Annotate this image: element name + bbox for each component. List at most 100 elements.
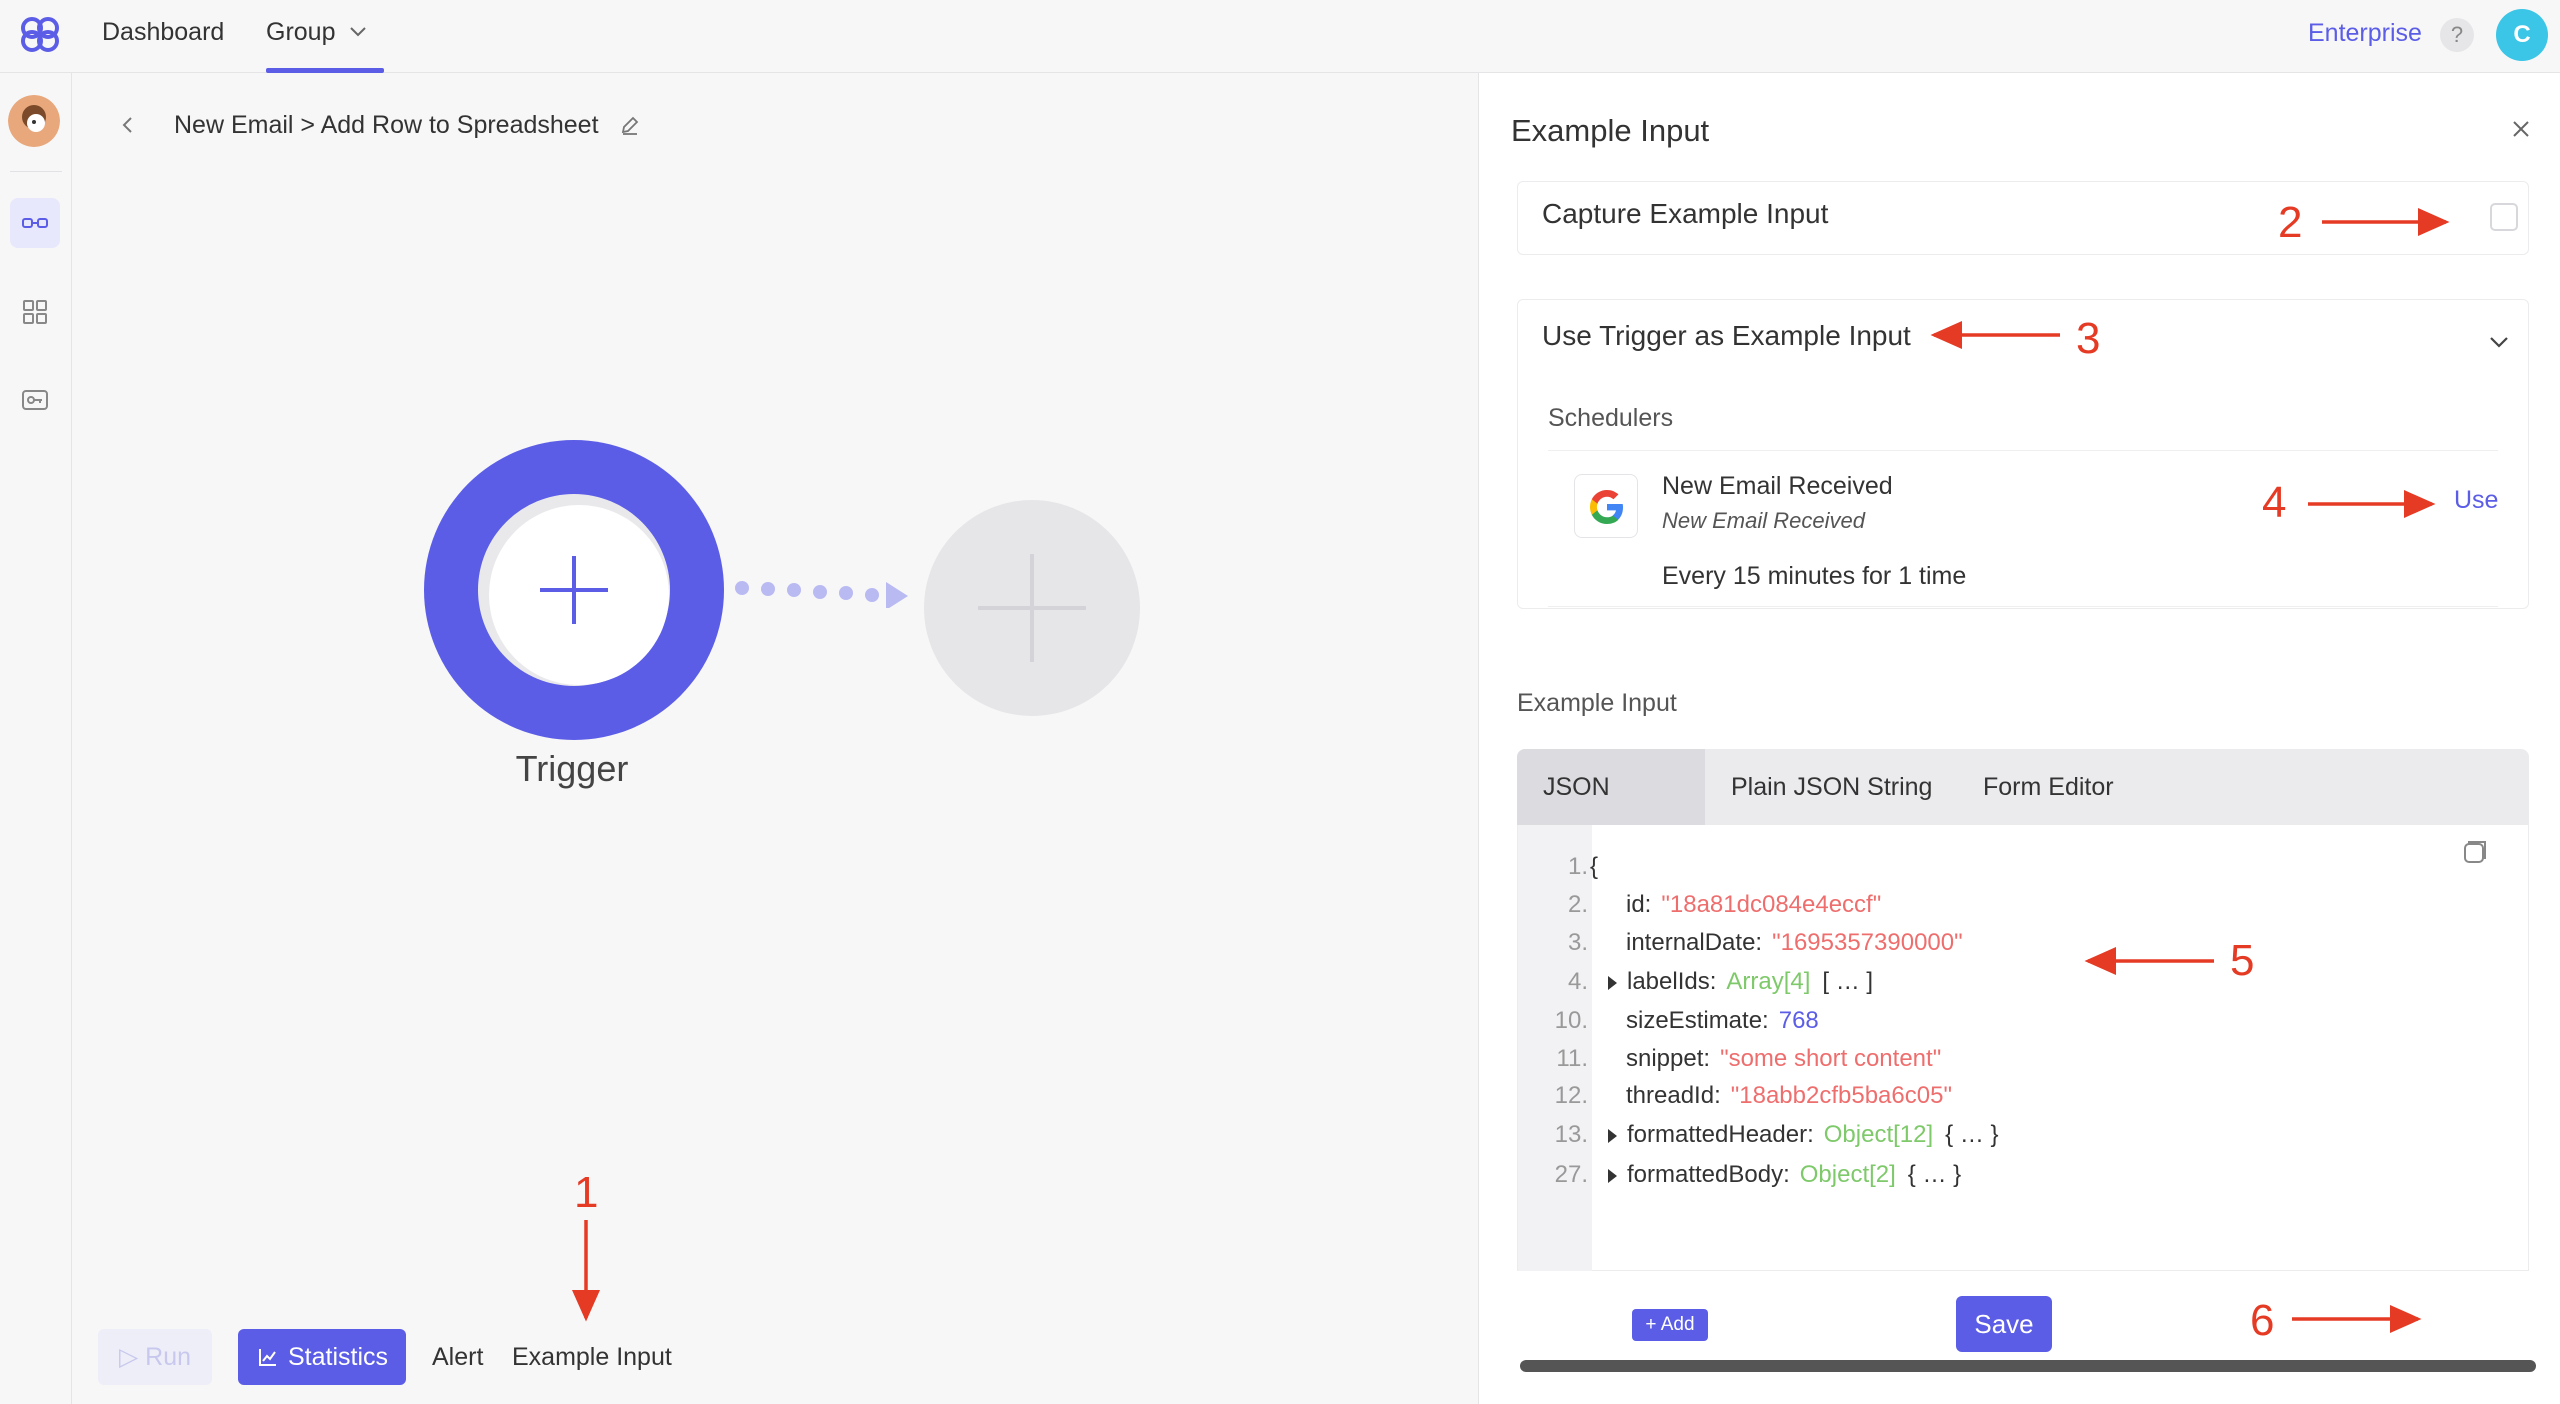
- json-editor[interactable]: 1.{2. id: "18a81dc084e4eccf" 3. internalDate…: [1517, 825, 2529, 1341]
- line-number: 4.: [1567, 968, 1588, 995]
- app-logo-icon[interactable]: [14, 14, 66, 54]
- json-key: internalDate:: [1626, 929, 1763, 956]
- horizontal-scrollbar[interactable]: [1520, 1360, 2536, 1372]
- line-number: 11.: [1556, 1045, 1588, 1072]
- tab-plain-json-string[interactable]: Plain JSON String: [1731, 773, 1933, 801]
- use-trigger-header[interactable]: Use Trigger as Example Input: [1542, 320, 1911, 351]
- json-key: snippet:: [1626, 1045, 1711, 1072]
- add-field-button[interactable]: + Add: [1632, 1309, 1708, 1341]
- capture-example-checkbox[interactable]: [2490, 203, 2518, 231]
- edit-icon[interactable]: [618, 113, 642, 137]
- run-label: Run: [145, 1343, 192, 1371]
- key-icon: [22, 390, 48, 410]
- active-tab-indicator: [266, 68, 384, 73]
- json-collapsed[interactable]: { … }: [1907, 1161, 1962, 1188]
- json-value[interactable]: Object[12]: [1823, 1121, 1934, 1148]
- json-value[interactable]: "18a81dc084e4eccf": [1661, 891, 1882, 918]
- profile-avatar[interactable]: [8, 95, 60, 147]
- tab-form-editor[interactable]: Form Editor: [1983, 773, 2114, 801]
- enterprise-link[interactable]: Enterprise: [2308, 19, 2422, 47]
- alert-link[interactable]: Alert: [432, 1343, 484, 1371]
- run-button[interactable]: ▷ Run: [98, 1329, 212, 1385]
- left-sidebar: [0, 73, 72, 1404]
- google-icon: [1574, 474, 1638, 538]
- json-entry: labelIds: Array[4] [ … ]: [1608, 964, 1873, 1000]
- editor-tabs: JSON Editor Plain JSON String Form Edito…: [1517, 749, 2529, 877]
- annotation-number: 4: [2262, 478, 2287, 527]
- json-collapsed[interactable]: { … }: [1945, 1121, 1999, 1148]
- connector-arrow: [735, 581, 908, 608]
- json-value[interactable]: "1695357390000": [1772, 929, 1963, 956]
- use-trigger-button[interactable]: Use: [2454, 486, 2499, 514]
- json-line: 13. formattedHeader: Object[12] { … }: [1518, 1117, 1999, 1153]
- expand-triangle-icon[interactable]: [1608, 1168, 1617, 1183]
- line-number: 27.: [1554, 1161, 1588, 1188]
- save-button[interactable]: Save: [1956, 1296, 2052, 1352]
- sidebar-item-keys[interactable]: [10, 375, 60, 425]
- json-entry: sizeEstimate: 768: [1626, 1003, 1819, 1039]
- json-entry: formattedBody: Object[2] { … }: [1608, 1157, 1961, 1193]
- json-value[interactable]: 768: [1778, 1007, 1819, 1034]
- user-avatar-button[interactable]: C: [2496, 9, 2548, 61]
- copy-icon[interactable]: [2460, 839, 2488, 867]
- example-input-link[interactable]: Example Input: [512, 1343, 672, 1371]
- annotation-number: 1: [574, 1168, 599, 1217]
- scheduler-subtitle: New Email Received: [1662, 508, 1865, 533]
- workflow-icon: [22, 218, 48, 228]
- json-line: 2. id: "18a81dc084e4eccf": [1518, 887, 1881, 923]
- chevron-down-icon[interactable]: [346, 22, 370, 42]
- line-number: 13.: [1554, 1121, 1588, 1148]
- statistics-button[interactable]: Statistics: [238, 1329, 406, 1385]
- close-icon[interactable]: [2509, 117, 2533, 141]
- panel-title: Example Input: [1511, 113, 1710, 148]
- json-key: threadId:: [1626, 1082, 1721, 1109]
- json-value[interactable]: "18abb2cfb5ba6c05": [1730, 1082, 1952, 1109]
- top-nav: Dashboard Group Enterprise ? C: [0, 0, 2560, 73]
- json-key: {: [1590, 853, 1599, 880]
- sidebar-item-workflows[interactable]: [10, 198, 60, 248]
- sidebar-divider: [10, 171, 62, 172]
- json-line: 27. formattedBody: Object[2] { … }: [1518, 1157, 1962, 1193]
- json-value[interactable]: "some short content": [1720, 1045, 1942, 1072]
- back-chevron-icon[interactable]: [116, 113, 140, 137]
- use-trigger-card: Use Trigger as Example Input Schedulers …: [1517, 299, 2529, 609]
- json-collapsed[interactable]: [ … ]: [1822, 968, 1874, 995]
- json-line: 1.{: [1518, 849, 1598, 885]
- add-step-node[interactable]: [924, 500, 1140, 716]
- chevron-down-icon[interactable]: [2486, 332, 2512, 352]
- annotation-number: 3: [2076, 314, 2101, 363]
- scheduler-title: New Email Received: [1662, 472, 1893, 500]
- tab-json-editor[interactable]: JSON Editor: [1517, 749, 1705, 877]
- nav-group[interactable]: Group: [266, 18, 336, 46]
- plus-icon: [978, 554, 1086, 662]
- json-line: 10. sizeEstimate: 768: [1518, 1003, 1819, 1039]
- json-entry: internalDate: "1695357390000": [1626, 925, 1963, 961]
- help-icon[interactable]: ?: [2440, 18, 2474, 52]
- expand-triangle-icon[interactable]: [1608, 975, 1617, 990]
- trigger-node[interactable]: [422, 438, 726, 742]
- nav-dashboard[interactable]: Dashboard: [102, 18, 225, 46]
- statistics-label: Statistics: [287, 1343, 388, 1371]
- line-number: 3.: [1567, 929, 1588, 956]
- line-number: 10.: [1554, 1007, 1588, 1034]
- json-value[interactable]: Object[2]: [1799, 1161, 1896, 1188]
- json-entry: snippet: "some short content": [1626, 1041, 1941, 1077]
- line-number: 12.: [1554, 1082, 1588, 1109]
- json-key: formattedHeader:: [1627, 1121, 1814, 1148]
- json-line: 11. snippet: "some short content": [1518, 1041, 1941, 1077]
- annotation-number: 2: [2278, 198, 2303, 247]
- expand-triangle-icon[interactable]: [1608, 1128, 1617, 1143]
- divider: [1548, 606, 2498, 607]
- json-entry: formattedHeader: Object[12] { … }: [1608, 1117, 1999, 1153]
- json-value[interactable]: Array[4]: [1726, 968, 1811, 995]
- json-key: formattedBody:: [1627, 1161, 1790, 1188]
- capture-example-card: Capture Example Input: [1517, 181, 2529, 255]
- sidebar-item-apps[interactable]: [10, 287, 60, 337]
- annotation-number: 6: [2250, 1296, 2275, 1345]
- grid-icon: [23, 300, 47, 324]
- json-line: 4. labelIds: Array[4] [ … ]: [1518, 964, 1873, 1000]
- capture-example-label: Capture Example Input: [1542, 198, 1829, 229]
- schedulers-label: Schedulers: [1548, 404, 1674, 432]
- example-input-panel: Example Input Capture Example Input Use …: [1478, 73, 2560, 1404]
- line-number: 1.: [1567, 853, 1588, 880]
